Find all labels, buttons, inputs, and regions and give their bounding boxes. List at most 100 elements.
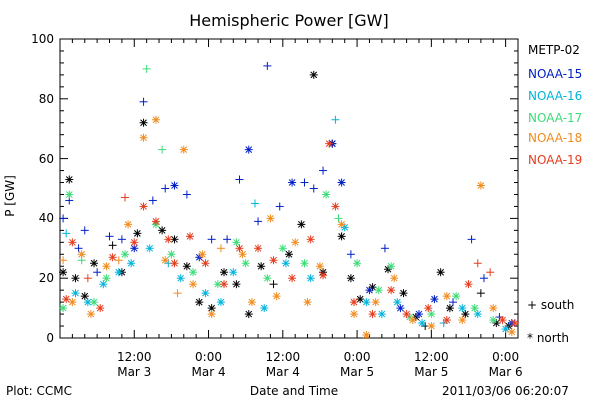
data-point-north: [62, 295, 71, 304]
data-point-north: [272, 292, 281, 301]
data-point-north: [207, 310, 216, 319]
data-point-north: [201, 259, 210, 268]
data-point-north: [220, 268, 229, 277]
data-point-north: [254, 244, 263, 253]
data-point-north: [167, 250, 176, 259]
data-point-north: [362, 298, 371, 307]
data-point-north: [182, 262, 191, 271]
data-point-north: [83, 298, 92, 307]
data-point-north: [458, 304, 467, 313]
x-tick-label-time: 12:00: [265, 350, 301, 364]
data-point-south: [467, 235, 476, 244]
data-point-north: [476, 181, 485, 190]
data-point-north: [507, 328, 516, 337]
data-point-north: [244, 145, 253, 154]
legend-entry-noaa-18: NOAA-18: [528, 131, 583, 145]
data-point-north: [445, 304, 454, 313]
data-point-south: [158, 145, 167, 154]
data-point-north: [337, 220, 346, 229]
data-point-north: [139, 118, 148, 127]
data-point-north: [257, 262, 266, 271]
data-point-north: [229, 268, 238, 277]
data-point-north: [232, 280, 241, 289]
x-tick-label-time: 0:00: [195, 350, 222, 364]
data-point-north: [65, 175, 74, 184]
data-point-north: [145, 244, 154, 253]
data-point-north: [232, 238, 241, 247]
data-point-south: [114, 256, 123, 265]
data-point-south: [300, 178, 309, 187]
data-point-north: [207, 304, 216, 313]
data-point-south: [207, 235, 216, 244]
data-point-north: [189, 268, 198, 277]
series-noaa-19: [62, 139, 519, 328]
series-metp-02: [59, 70, 513, 331]
symbol-key-south: + south: [527, 298, 574, 312]
data-point-north: [337, 232, 346, 241]
data-point-south: [62, 229, 71, 238]
y-tick-label: 20: [38, 271, 54, 286]
data-point-south: [105, 232, 114, 241]
asterisk-symbol: *: [527, 331, 533, 345]
data-point-north: [90, 298, 99, 307]
data-point-south: [216, 244, 225, 253]
data-point-north: [120, 250, 129, 259]
data-point-south: [223, 235, 232, 244]
data-point-south: [331, 115, 340, 124]
data-point-north: [300, 259, 309, 268]
data-point-north: [288, 178, 297, 187]
data-point-south: [59, 214, 68, 223]
data-point-north: [288, 274, 297, 283]
data-point-north: [285, 250, 293, 259]
data-point-south: [334, 214, 343, 223]
data-point-north: [393, 298, 402, 307]
data-point-north: [189, 280, 198, 289]
x-tick-label-time: 12:00: [116, 350, 152, 364]
x-axis-label: Date and Time: [249, 384, 339, 398]
data-point-north: [291, 238, 300, 247]
legend-entry-noaa-19: NOAA-19: [528, 153, 583, 167]
data-point-south: [74, 244, 83, 253]
data-point-north: [427, 310, 436, 319]
data-point-south: [117, 235, 126, 244]
data-point-south: [380, 244, 389, 253]
data-point-south: [182, 190, 191, 199]
data-point-north: [90, 259, 99, 268]
data-point-north: [473, 310, 482, 319]
data-point-north: [124, 220, 133, 229]
series-noaa-15: [59, 61, 516, 328]
data-point-north: [80, 292, 89, 301]
x-axis-ticks: [59, 39, 519, 338]
data-point-north: [408, 316, 417, 325]
data-point-north: [353, 259, 362, 268]
legend-entry-noaa-16: NOAA-16: [528, 89, 583, 103]
x-tick-label-time: 0:00: [343, 350, 371, 364]
data-point-north: [266, 214, 275, 223]
symbol-key-north-label: north: [536, 331, 570, 345]
data-point-north: [315, 262, 324, 271]
data-point-north: [281, 259, 290, 268]
data-point-south: [148, 196, 157, 205]
x-tick-label-date: Mar 3: [117, 365, 152, 379]
plus-symbol: +: [527, 298, 538, 312]
legend-entry-noaa-15: NOAA-15: [528, 67, 583, 81]
data-point-north: [151, 115, 160, 124]
data-point-north: [424, 304, 433, 313]
data-point-north: [130, 238, 139, 247]
data-point-south: [254, 217, 263, 226]
x-tick-label-date: Mar 4: [265, 365, 300, 379]
data-point-north: [170, 181, 179, 190]
data-point-north: [306, 274, 315, 283]
data-point-south: [108, 241, 117, 250]
x-tick-label-date: Mar 6: [488, 365, 523, 379]
data-point-south: [235, 175, 244, 184]
series-noaa-18: [59, 115, 516, 340]
data-point-north: [235, 244, 244, 253]
data-point-north: [319, 271, 328, 280]
data-point-north: [374, 286, 383, 295]
data-point-south: [263, 61, 272, 70]
data-point-north: [260, 304, 269, 313]
data-point-north: [139, 133, 148, 142]
y-tick-label: 40: [38, 211, 54, 226]
data-point-north: [349, 310, 358, 319]
